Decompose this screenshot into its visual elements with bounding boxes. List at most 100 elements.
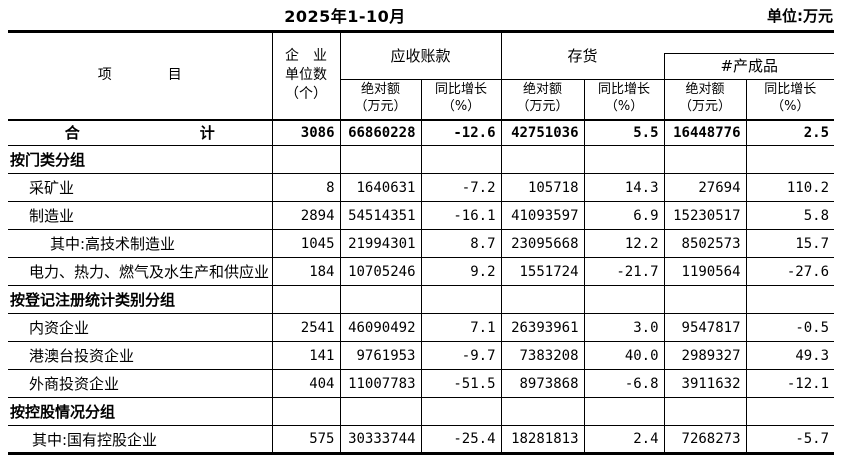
row-label: 电力、热力、燃气及水生产和供应业 [8,257,273,286]
cell-finished-growth: 15.7 [745,229,835,258]
cell-receivables-growth: -51.5 [420,369,502,398]
cell-inventory-absolute: 105718 [500,173,585,202]
row-label: 外商投资企业 [8,369,273,398]
cell-finished-absolute: 7268273 [663,425,747,454]
cell-receivables-absolute: 46090492 [339,313,422,342]
cell-receivables-absolute: 66860228 [339,119,422,146]
cell-enterprise-count [271,285,341,314]
cell-receivables-growth: 8.7 [420,229,502,258]
header-finished-goods-group: #产成品 [663,53,835,80]
cell-receivables-growth [420,397,502,426]
cell-finished-growth: -27.6 [745,257,835,286]
cell-inventory-growth: 14.3 [583,173,665,202]
cell-finished-growth: 2.5 [745,119,835,146]
cell-finished-growth [745,397,835,426]
cell-finished-growth: -12.1 [745,369,835,398]
table-row-section: 按门类分组 [8,145,835,174]
row-label: 其中:国有控股企业 [8,425,273,454]
cell-inventory-absolute: 26393961 [500,313,585,342]
cell-finished-growth: 110.2 [745,173,835,202]
row-label: 合 计 [8,119,273,146]
cell-finished-growth: -0.5 [745,313,835,342]
cell-inventory-absolute [500,397,585,426]
cell-receivables-absolute [339,285,422,314]
cell-finished-growth: -5.7 [745,425,835,454]
cell-receivables-growth: -25.4 [420,425,502,454]
cell-receivables-absolute [339,145,422,174]
cell-finished-absolute: 27694 [663,173,747,202]
unit-label: 单位:万元 [767,7,833,25]
cell-enterprise-count: 575 [271,425,341,454]
table-row: 采矿业 8 1640631 -7.2 105718 14.3 27694 110… [8,173,835,202]
header-receivables-absolute: 绝对额 （万元） [339,79,422,121]
cell-receivables-absolute: 10705246 [339,257,422,286]
cell-inventory-absolute: 8973868 [500,369,585,398]
header-finished-absolute: 绝对额 （万元） [663,79,747,121]
cell-inventory-absolute: 18281813 [500,425,585,454]
cell-receivables-absolute: 11007783 [339,369,422,398]
cell-inventory-growth: 5.5 [583,119,665,146]
cell-finished-absolute: 16448776 [663,119,747,146]
cell-inventory-absolute: 42751036 [500,119,585,146]
header-inventory-group: 存货 [500,31,665,80]
header-inventory-absolute: 绝对额 （万元） [500,79,585,121]
cell-finished-absolute: 3911632 [663,369,747,398]
header-spacer [664,31,835,54]
cell-inventory-growth [583,397,665,426]
header-inventory-growth: 同比增长 （%） [583,79,665,121]
table-row-total: 合 计 3086 66860228 -12.6 42751036 5.5 164… [8,119,835,146]
cell-finished-absolute [663,145,747,174]
cell-receivables-absolute: 54514351 [339,201,422,230]
table-row: 外商投资企业 404 11007783 -51.5 8973868 -6.8 3… [8,369,835,398]
header-finished-growth: 同比增长 （%） [745,79,835,121]
row-label: 采矿业 [8,173,273,202]
cell-finished-absolute [663,285,747,314]
cell-receivables-growth: -12.6 [420,119,502,146]
cell-inventory-growth: 6.9 [583,201,665,230]
cell-finished-growth [745,145,835,174]
row-label: 内资企业 [8,313,273,342]
cell-enterprise-count: 8 [271,173,341,202]
table-row-section: 按控股情况分组 [8,397,835,426]
row-label: 按登记注册统计类别分组 [8,285,273,314]
cell-inventory-absolute: 41093597 [500,201,585,230]
cell-enterprise-count: 1045 [271,229,341,258]
row-label: 按控股情况分组 [8,397,273,426]
cell-inventory-growth [583,145,665,174]
cell-receivables-absolute: 30333744 [339,425,422,454]
cell-inventory-absolute: 7383208 [500,341,585,370]
report-title: 2025年1-10月 [284,7,406,26]
cell-inventory-growth: 3.0 [583,313,665,342]
cell-receivables-growth: -9.7 [420,341,502,370]
header-enterprise-count: 企 业 单位数 （个） [271,31,341,121]
header-item-column: 项 目 [8,31,273,121]
cell-enterprise-count [271,397,341,426]
cell-enterprise-count: 3086 [271,119,341,146]
cell-receivables-absolute: 9761953 [339,341,422,370]
header-receivables-growth: 同比增长 （%） [420,79,502,121]
cell-receivables-growth: -16.1 [420,201,502,230]
cell-receivables-growth: 7.1 [420,313,502,342]
cell-enterprise-count: 184 [271,257,341,286]
header-row-groups: 项 目 企 业 单位数 （个） 应收账款 存货 [8,31,835,121]
cell-finished-absolute: 2989327 [663,341,747,370]
cell-inventory-growth: 12.2 [583,229,665,258]
cell-enterprise-count [271,145,341,174]
table-row: 其中:高技术制造业 1045 21994301 8.7 23095668 12.… [8,229,835,258]
report-title-wrap: 2025年1-10月 [0,3,766,27]
cell-finished-absolute: 1190564 [663,257,747,286]
cell-enterprise-count: 2541 [271,313,341,342]
statistics-table: 项 目 企 业 单位数 （个） 应收账款 存货 #产成品 绝对额 （万元） 同比… [8,30,835,455]
cell-receivables-absolute [339,397,422,426]
cell-inventory-absolute [500,285,585,314]
cell-inventory-absolute: 23095668 [500,229,585,258]
row-label: 其中:高技术制造业 [8,229,273,258]
cell-receivables-growth [420,145,502,174]
cell-finished-absolute: 15230517 [663,201,747,230]
table-row: 其中:国有控股企业 575 30333744 -25.4 18281813 2.… [8,425,835,454]
cell-finished-absolute: 8502573 [663,229,747,258]
row-label: 制造业 [8,201,273,230]
cell-receivables-growth: -7.2 [420,173,502,202]
cell-receivables-growth [420,285,502,314]
cell-finished-absolute [663,397,747,426]
